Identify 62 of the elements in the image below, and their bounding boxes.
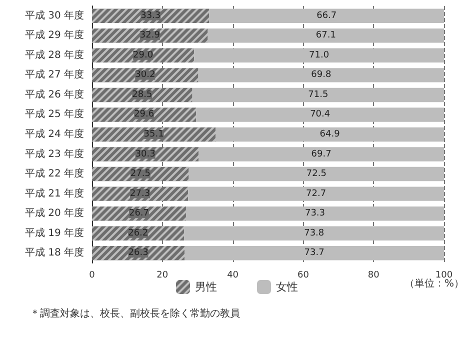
bar — [192, 88, 444, 102]
y-tick-label: 平成 22 年度 — [24, 168, 84, 180]
data-label: 27.3 — [130, 188, 150, 199]
y-tick-label: 平成 24 年度 — [24, 128, 84, 140]
data-label: 71.0 — [309, 50, 330, 60]
y-tick-label: 平成 27 年度 — [24, 68, 84, 81]
data-label: 26.2 — [128, 228, 148, 238]
y-tick-label: 平成 18 年度 — [24, 246, 84, 259]
bar — [184, 246, 444, 260]
data-label: 30.2 — [135, 70, 156, 80]
bar — [196, 108, 444, 122]
bar — [209, 8, 444, 23]
data-label: 28.5 — [132, 90, 152, 100]
y-tick-label: 平成 23 年度 — [24, 148, 84, 160]
bar — [198, 147, 444, 162]
data-label: 73.3 — [304, 208, 326, 219]
data-label: 72.5 — [306, 169, 326, 180]
text: ＊調査対象は、校長、副校長を除く常勤の教員 — [30, 308, 240, 320]
data-label: 26.7 — [128, 208, 150, 219]
bar — [208, 28, 444, 43]
data-label: 35.1 — [144, 130, 164, 140]
data-label: 73.7 — [304, 248, 324, 258]
y-tick-label: 平成 19 年度 — [24, 226, 84, 239]
bar — [188, 166, 444, 182]
x-tick-label: 100 — [435, 270, 453, 280]
data-label: 70.4 — [310, 110, 330, 120]
bar — [216, 127, 444, 142]
bar — [186, 206, 444, 221]
x-tick-label: 20 — [156, 270, 168, 280]
data-label: 66.7 — [316, 10, 337, 21]
bar — [194, 48, 444, 63]
legend-label: 女性 — [276, 280, 298, 294]
data-label: 33.3 — [140, 10, 161, 21]
bar — [198, 68, 444, 82]
y-tick-label: 平成 26 年度 — [24, 88, 84, 100]
x-tick-label: 60 — [297, 270, 310, 280]
y-tick-label: 平成 29 年度 — [24, 29, 84, 42]
y-tick-label: 平成 21 年度 — [24, 187, 84, 200]
data-label: 71.5 — [308, 90, 328, 100]
x-tick-label: 0 — [89, 270, 96, 280]
x-tick-label: 80 — [368, 270, 380, 280]
data-label: 29.0 — [133, 50, 154, 60]
bar — [188, 186, 444, 201]
y-tick-label: 平成 28 年度 — [24, 48, 84, 61]
y-tick-label: 平成 30 年度 — [24, 9, 84, 22]
y-tick-label: 平成 25 年度 — [24, 108, 84, 120]
data-label: 72.7 — [306, 188, 326, 199]
data-label: 69.7 — [311, 149, 332, 160]
data-label: 27.5 — [130, 169, 150, 180]
data-label: 67.1 — [316, 30, 336, 41]
y-tick-label: 平成 20 年度 — [24, 207, 84, 220]
bar — [184, 226, 444, 240]
data-label: 29.6 — [134, 110, 154, 120]
legend-label: 男性 — [195, 280, 217, 294]
data-label: 64.9 — [320, 130, 340, 140]
data-label: 26.3 — [128, 248, 148, 258]
data-label: 73.8 — [304, 228, 324, 238]
data-label: 69.8 — [311, 70, 332, 80]
text: （単位：%） — [404, 278, 464, 290]
data-label: 32.9 — [140, 30, 160, 41]
data-label: 30.3 — [135, 149, 156, 160]
x-tick-label: 40 — [227, 270, 239, 280]
